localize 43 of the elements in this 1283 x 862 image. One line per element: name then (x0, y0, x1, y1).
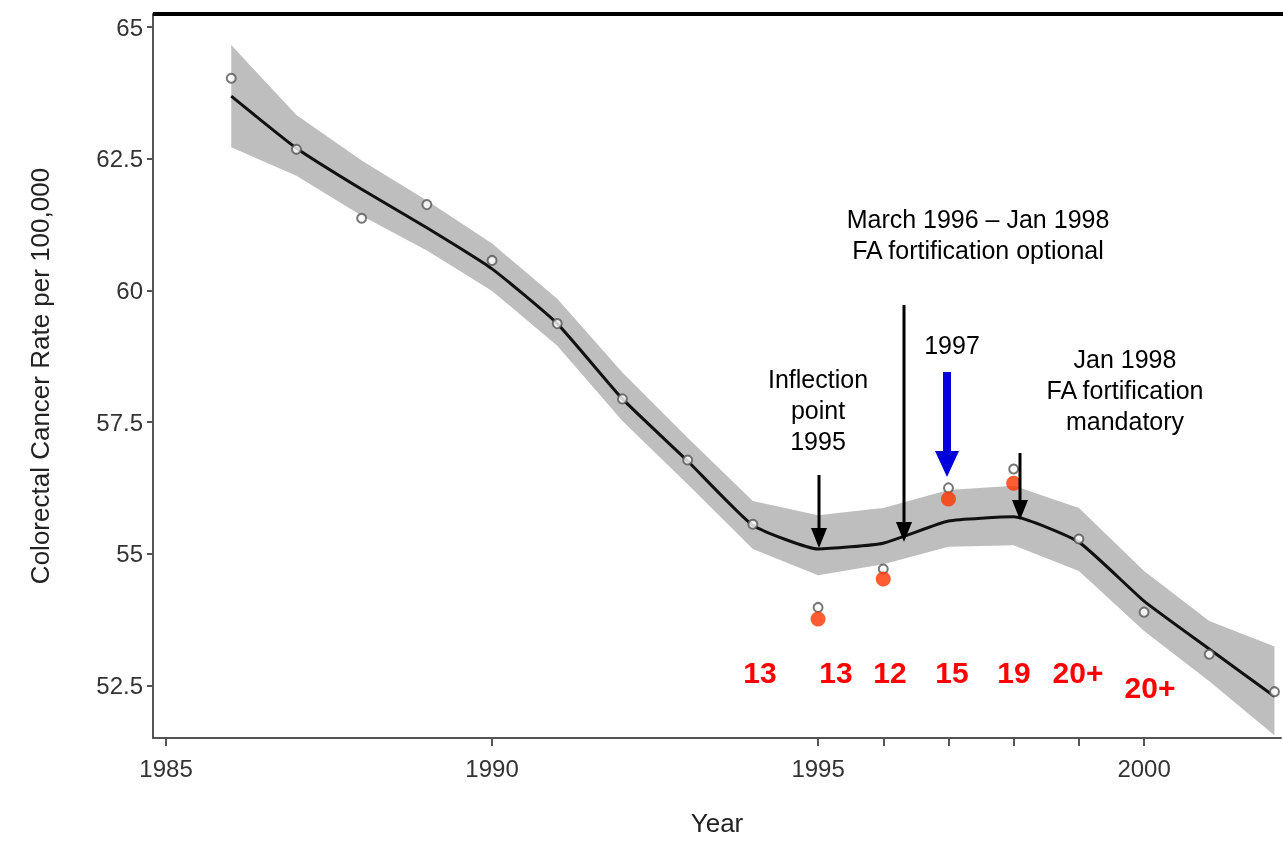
point (810, 611, 826, 627)
y-tick-label: 55 (116, 540, 143, 568)
point (1203, 648, 1215, 660)
annotation: 19 (997, 656, 1031, 690)
y-axis-title: Colorectal Cancer Rate per 100,000 (25, 167, 55, 585)
annotation: 1997 (924, 329, 980, 361)
point (616, 393, 628, 405)
x-tick-label: 1990 (465, 754, 519, 782)
point (682, 454, 694, 466)
point (875, 571, 891, 587)
point (1006, 475, 1022, 491)
x-tick-label: 2000 (1117, 754, 1171, 782)
y-tick-label: 57.5 (96, 408, 143, 436)
point (551, 318, 563, 330)
point (421, 199, 433, 211)
point (290, 143, 302, 155)
y-tick-label: 52.5 (96, 671, 143, 699)
x-tick-label: 1995 (791, 754, 845, 782)
point (225, 72, 237, 84)
annotation: 20+ (1052, 656, 1104, 690)
point (356, 212, 368, 224)
point (1138, 606, 1150, 618)
y-tick-label: 60 (116, 276, 143, 304)
point (747, 518, 759, 530)
x-axis-title: Year (690, 808, 744, 838)
y-tick-label: 65 (116, 13, 143, 41)
annotation: March 1996 – Jan 1998 FA fortification optional (846, 204, 1110, 266)
point (940, 491, 956, 507)
annotation: Jan 1998 FA fortification mandatory (1046, 343, 1204, 437)
x-tick-label: 1985 (139, 754, 193, 782)
point (1008, 463, 1020, 475)
point (1073, 533, 1085, 545)
annotation: Inflection point 1995 (767, 363, 869, 457)
point (486, 254, 498, 266)
annotation: 12 (873, 656, 907, 690)
annotation: 20+ (1124, 671, 1176, 705)
point (942, 482, 954, 494)
point (1268, 686, 1280, 698)
annotation: 15 (935, 656, 969, 690)
point (812, 601, 824, 613)
annotation: 13 (743, 656, 777, 690)
annotation: 13 (819, 656, 853, 690)
y-tick-label: 62.5 (96, 145, 143, 173)
